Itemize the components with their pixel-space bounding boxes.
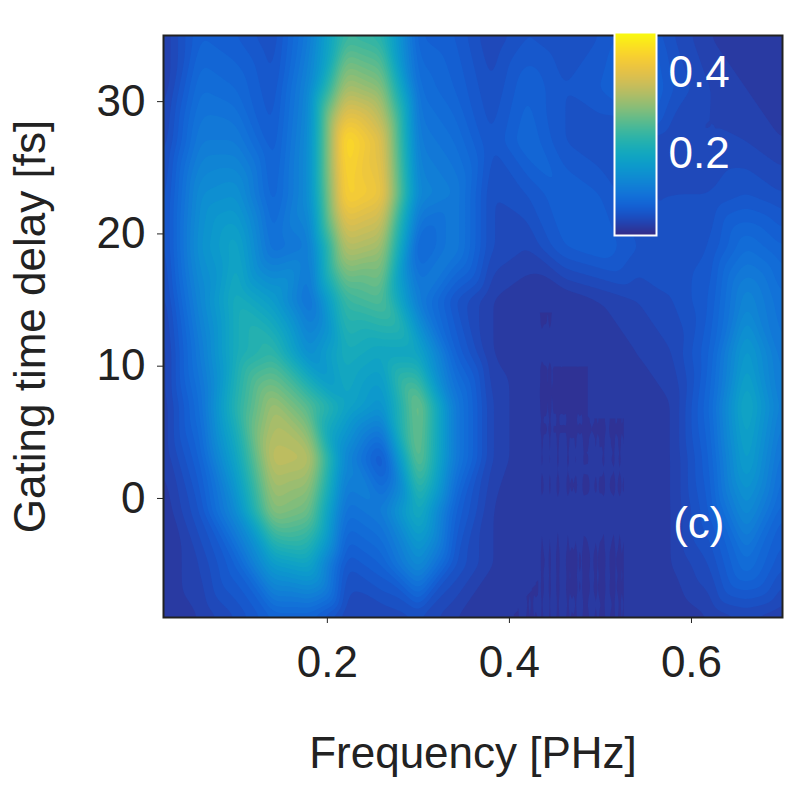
svg-text:Gating time delay [fs]: Gating time delay [fs] <box>5 120 54 533</box>
svg-text:(c): (c) <box>673 498 724 547</box>
svg-text:0.4: 0.4 <box>669 47 730 96</box>
svg-text:10: 10 <box>97 340 146 389</box>
svg-text:0: 0 <box>121 473 145 522</box>
svg-text:Frequency [PHz]: Frequency [PHz] <box>309 728 637 777</box>
svg-text:0.6: 0.6 <box>661 637 722 686</box>
svg-text:20: 20 <box>97 208 146 257</box>
svg-text:30: 30 <box>97 76 146 125</box>
svg-text:0.2: 0.2 <box>669 128 730 177</box>
svg-text:0.2: 0.2 <box>297 637 358 686</box>
svg-text:0.4: 0.4 <box>479 637 540 686</box>
